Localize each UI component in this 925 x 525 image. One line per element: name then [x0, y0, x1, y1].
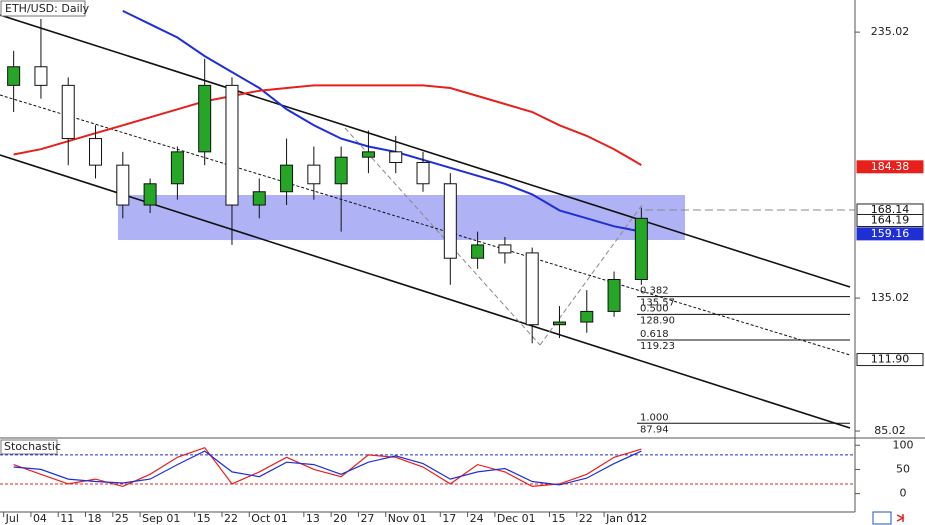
candle-body: [61, 84, 75, 140]
x-tick-label: 15: [197, 512, 211, 525]
x-tick-label: 12: [633, 512, 647, 525]
x-tick-label: 18: [88, 512, 102, 525]
price-label: 164.19: [871, 213, 910, 226]
candle-body: [34, 66, 48, 86]
candle-body: [552, 321, 566, 326]
candle-body: [170, 151, 184, 185]
x-tick-label: 22: [579, 512, 593, 525]
price-label: 159.16: [871, 227, 910, 240]
title-box: [0, 0, 86, 17]
x-tick-label: 17: [442, 512, 456, 525]
y-tick-label: 85.02: [874, 424, 906, 437]
candle-body: [116, 164, 130, 206]
toolbar-icons: [872, 511, 905, 525]
x-tick-label: 11: [60, 512, 74, 525]
x-tick-label: 24: [470, 512, 484, 525]
fib-ratio: 0.618: [640, 329, 669, 340]
candle-body: [361, 151, 375, 158]
candle-body: [252, 191, 266, 206]
price-label-box: [856, 227, 924, 241]
candle-body: [580, 310, 594, 323]
price-label-box: [856, 353, 924, 367]
price-label: 111.90: [871, 353, 910, 366]
candle-body: [225, 84, 239, 206]
candle-body: [607, 279, 621, 312]
stoch-tick-label: 100: [893, 438, 914, 451]
candle-body: [443, 183, 457, 259]
x-tick-label: 15: [551, 512, 565, 525]
price-label-box: [856, 160, 924, 174]
moving-average: [122, 10, 642, 233]
channel-top: [0, 14, 851, 288]
candle-body: [634, 217, 648, 281]
fib-ratio: 1.000: [640, 412, 669, 423]
channel-bottom: [0, 154, 851, 429]
x-tick-label: Jul: [5, 512, 19, 525]
candle-body: [416, 161, 430, 185]
y-tick-label: 135.02: [871, 291, 910, 304]
candle-body: [198, 84, 212, 153]
candle-body: [525, 252, 539, 326]
x-tick-label: 25: [115, 512, 129, 525]
resistance-zone: [118, 195, 685, 240]
x-tick-label: Oct 01: [251, 512, 288, 525]
x-tick-label: 22: [224, 512, 238, 525]
stoch-tick-label: 0: [900, 487, 907, 500]
price-label: 184.38: [871, 160, 910, 173]
candle-body: [7, 66, 21, 86]
x-tick-label: 04: [33, 512, 47, 525]
chart-title: ETH/USD: Daily: [5, 2, 90, 15]
candle-body: [143, 183, 157, 206]
candle-body: [307, 164, 321, 185]
stoch-line: [13, 446, 642, 488]
stoch-title-box: [0, 439, 58, 455]
candle-body: [471, 244, 485, 259]
channel-mid: [0, 94, 851, 356]
candle-body: [334, 156, 348, 185]
fib-swing: [344, 127, 541, 346]
fib-price: 135.57: [640, 298, 675, 309]
candle-body: [89, 138, 103, 166]
stoch-line: [13, 450, 642, 486]
candle-body: [280, 164, 294, 193]
link-icon[interactable]: [872, 511, 892, 525]
stoch-tick-label: 50: [896, 462, 910, 475]
fib-ratio: 0.382: [640, 286, 669, 297]
fib-price: 87.94: [640, 424, 669, 435]
x-tick-label: 27: [360, 512, 374, 525]
x-tick-label: Sep 01: [142, 512, 180, 525]
y-tick-label: 235.02: [871, 25, 910, 38]
scroll-icon[interactable]: [896, 514, 905, 522]
x-tick-label: Nov 01: [388, 512, 427, 525]
price-label: 168.14: [871, 203, 910, 216]
annotations: [0, 14, 851, 429]
x-tick-label: 20: [333, 512, 347, 525]
candle-body: [498, 244, 512, 254]
moving-average: [13, 84, 642, 166]
price-label-box: [856, 213, 924, 227]
x-tick-label: Dec 01: [497, 512, 536, 525]
stoch-title: Stochastic: [4, 440, 61, 453]
fib-ratio: 0.500: [640, 303, 669, 314]
candle-body: [389, 151, 403, 163]
x-tick-label: 13: [306, 512, 320, 525]
fib-price: 128.90: [640, 315, 675, 326]
fib-price: 119.23: [640, 341, 675, 352]
